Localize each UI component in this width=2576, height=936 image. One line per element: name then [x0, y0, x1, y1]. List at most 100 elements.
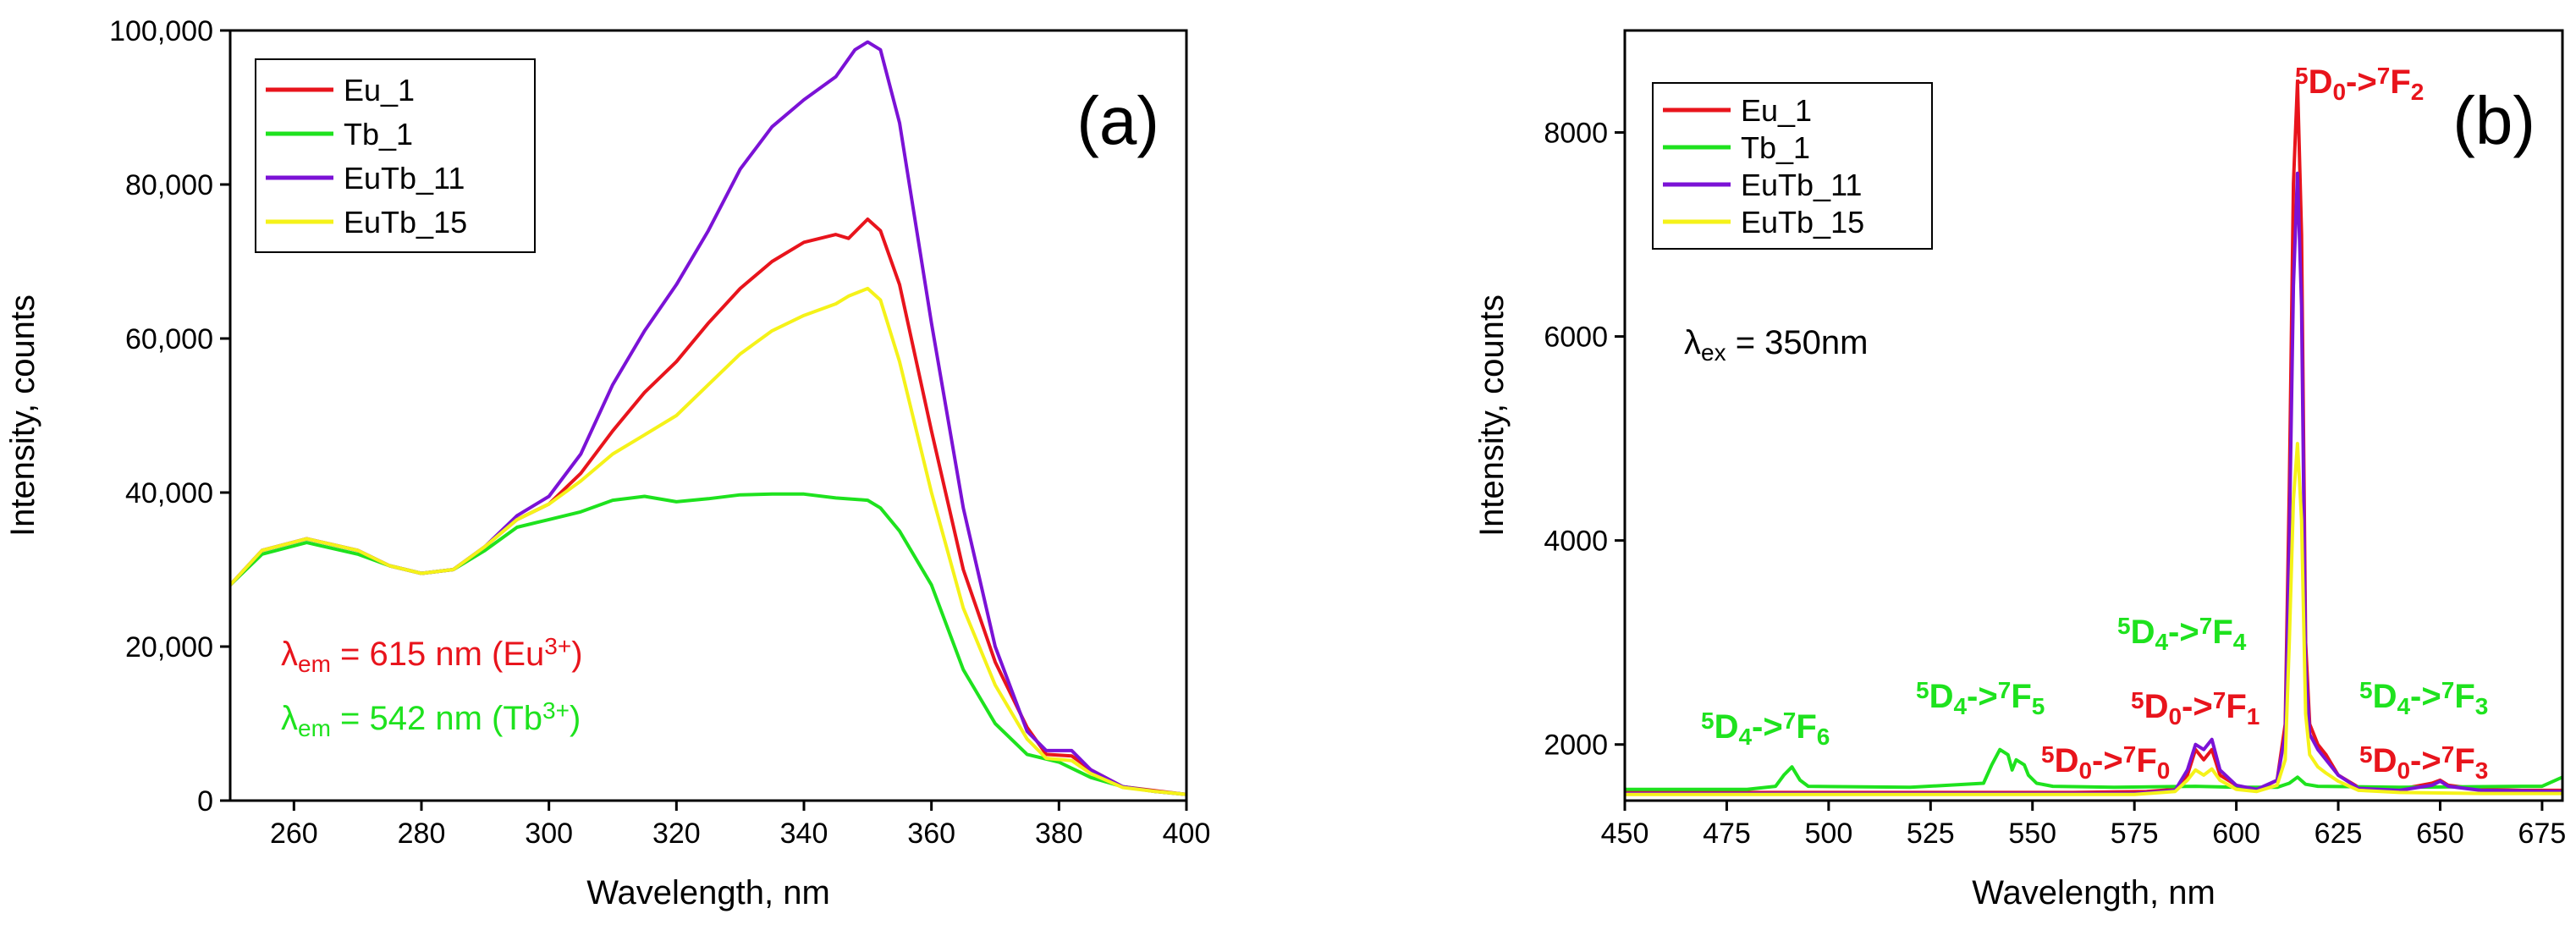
transition-part: 7	[2377, 63, 2391, 89]
ann-text: = 615 nm (Eu	[331, 636, 544, 673]
transition-part: F	[2454, 742, 2474, 779]
series-line-EuTb_11	[1625, 171, 2562, 796]
transition-part: 5	[2359, 741, 2373, 768]
transition-part: ->	[2092, 742, 2123, 779]
transition-part: ->	[2168, 614, 2199, 651]
series-line-Tb_1	[1625, 747, 2562, 791]
note-sub: ex	[1701, 339, 1726, 366]
legend-label-Eu_1: Eu_1	[1741, 93, 1812, 128]
transition-part: F	[2212, 614, 2232, 651]
transition-part: 3	[2475, 757, 2489, 784]
x-tick-label-625: 625	[2315, 818, 2363, 850]
y-tick-label-20000: 20,000	[125, 631, 213, 663]
x-tick-label-450: 450	[1601, 818, 1649, 850]
transition-part: 5	[2359, 677, 2373, 703]
y-tick-label-4000: 4000	[1544, 526, 1608, 558]
transition-part: D	[2055, 742, 2079, 779]
ann-lambda: λ	[281, 700, 298, 737]
transition-part: F	[1796, 708, 1816, 746]
transition-part: 5	[2295, 63, 2309, 89]
transition-part: 4	[1738, 724, 1752, 750]
legend-label-Tb_1: Tb_1	[344, 117, 413, 151]
transition-part: 3	[2475, 693, 2489, 719]
y-tick-label-6000: 6000	[1544, 322, 1608, 354]
ann-sub: em	[298, 715, 331, 741]
note-text: = 350nm	[1726, 324, 1869, 361]
x-tick-label-650: 650	[2416, 818, 2464, 850]
transition-label-5D4-to-7F4: 5D4->7F4	[2117, 613, 2247, 656]
ann-lambda: λ	[281, 636, 298, 673]
transition-label-5D4-to-7F5: 5D4->7F5	[1916, 677, 2045, 720]
x-tick-label-260: 260	[270, 818, 318, 850]
y-tick-label-80000: 80,000	[125, 169, 213, 201]
ann-tail: )	[570, 700, 581, 737]
transition-label-5D4-to-7F3: 5D4->7F3	[2359, 677, 2488, 720]
transition-label-5D0-to-7F3: 5D0->7F3	[2359, 741, 2488, 785]
excitation-note: λex = 350nm	[1684, 324, 1868, 366]
transition-part: ->	[2410, 742, 2441, 779]
transition-part: D	[2144, 688, 2169, 725]
ann-sup: 3+	[544, 633, 571, 659]
legend-label-EuTb_15: EuTb_15	[1741, 205, 1864, 240]
series-group-a	[230, 40, 1186, 796]
transition-part: 2	[2411, 79, 2425, 105]
transition-part: 0	[2168, 703, 2182, 730]
ann-tail: )	[571, 636, 582, 673]
ann-sup: 3+	[542, 697, 570, 724]
y-tick-label-40000: 40,000	[125, 477, 213, 509]
annotation-tb-emission: λem = 542 nm (Tb3+)	[281, 697, 581, 741]
y-tick-label-8000: 8000	[1544, 118, 1608, 150]
x-tick-label-525: 525	[1907, 818, 1955, 850]
transition-part: 7	[1783, 708, 1797, 734]
annotation-eu-emission: λem = 615 nm (Eu3+)	[281, 633, 583, 677]
series-group-b	[1625, 80, 2562, 796]
transition-part: F	[2454, 678, 2474, 715]
legend-label-EuTb_11: EuTb_11	[1741, 168, 1862, 202]
legend-label-EuTb_15: EuTb_15	[344, 205, 467, 240]
legend-label-EuTb_11: EuTb_11	[344, 161, 465, 195]
transition-part: 7	[2199, 613, 2213, 639]
transition-part: 7	[2441, 677, 2455, 703]
x-tick-label-575: 575	[2111, 818, 2159, 850]
transition-part: ->	[2182, 688, 2213, 725]
transition-part: ->	[1752, 708, 1783, 746]
transition-part: D	[2373, 742, 2397, 779]
y-tick-label-60000: 60,000	[125, 323, 213, 355]
x-tick-label-600: 600	[2212, 818, 2260, 850]
transition-part: 5	[2131, 687, 2144, 713]
transition-part: 5	[2041, 741, 2055, 768]
transition-part: 0	[2157, 757, 2171, 784]
transition-part: 4	[2155, 629, 2168, 655]
transition-label-5D0-to-7F2: 5D0->7F2	[2295, 63, 2424, 106]
x-tick-label-280: 280	[398, 818, 446, 850]
transition-part: 4	[1953, 693, 1967, 719]
x-tick-label-340: 340	[780, 818, 828, 850]
transition-label-5D0-to-7F1: 5D0->7F1	[2131, 687, 2260, 730]
x-tick-label-320: 320	[652, 818, 701, 850]
plot-frame-a	[228, 29, 1188, 802]
transition-part: 5	[2117, 613, 2131, 639]
transition-part: 4	[2397, 693, 2410, 719]
transition-label-5D4-to-7F6: 5D4->7F6	[1701, 708, 1830, 751]
transition-part: 7	[2123, 741, 2137, 768]
x-tick-label-380: 380	[1035, 818, 1083, 850]
transition-part: F	[2011, 678, 2031, 715]
transition-part: 7	[2441, 741, 2455, 768]
transition-part: D	[1929, 678, 1954, 715]
x-tick-label-360: 360	[907, 818, 955, 850]
transition-part: D	[2309, 63, 2333, 101]
transition-part: 0	[2332, 79, 2346, 105]
transition-part: D	[1715, 708, 1739, 746]
y-tick-label-0: 0	[197, 785, 213, 818]
series-line-EuTb_15	[230, 286, 1186, 796]
x-tick-label-475: 475	[1703, 818, 1751, 850]
x-tick-label-550: 550	[2008, 818, 2056, 850]
transition-part: 5	[1701, 708, 1715, 734]
transition-part: 7	[1998, 677, 2012, 703]
transition-part: F	[2136, 742, 2156, 779]
chart-b: 450 475 500 525 550 575 600 625 650 6752000400060…	[1473, 29, 2566, 911]
transition-part: 4	[2233, 629, 2247, 655]
transition-part: D	[2373, 678, 2397, 715]
